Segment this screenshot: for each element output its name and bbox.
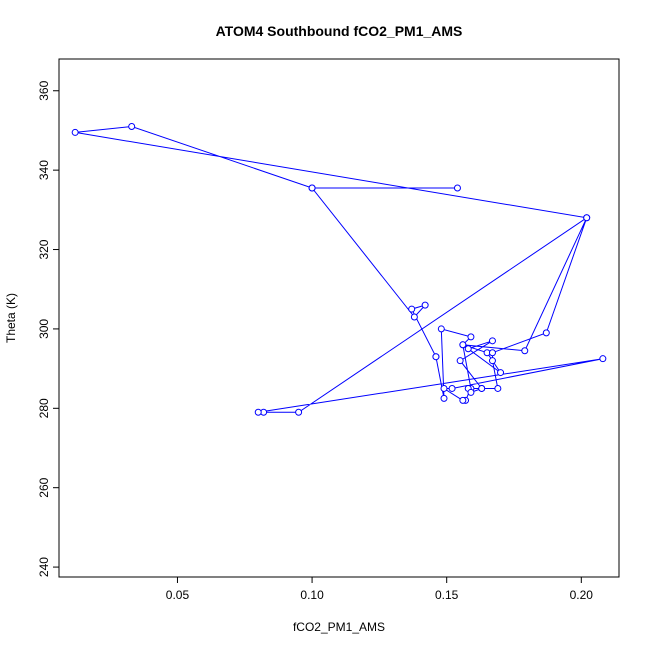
data-point (408, 305, 416, 313)
data-point (459, 341, 467, 349)
data-point (497, 369, 505, 377)
data-point (583, 214, 591, 222)
data-point (488, 349, 496, 357)
y-tick-label: 280 (37, 398, 51, 418)
data-point (467, 388, 475, 396)
chart-title: ATOM4 Southbound fCO2_PM1_AMS (216, 23, 463, 39)
data-point (71, 128, 79, 136)
y-axis-label: Theta (K) (4, 293, 18, 343)
data-point (128, 122, 136, 130)
y-tick-label: 300 (37, 319, 51, 339)
data-point (542, 329, 550, 337)
data-point (437, 325, 445, 333)
series-line (75, 125, 603, 413)
y-tick-label: 320 (37, 239, 51, 259)
x-axis-label: fCO2_PM1_AMS (293, 620, 385, 634)
data-point (432, 353, 440, 361)
data-point (599, 355, 607, 363)
data-point (488, 357, 496, 365)
y-tick-label: 340 (37, 160, 51, 180)
data-point (254, 408, 262, 416)
y-tick-label: 360 (37, 80, 51, 100)
data-point (453, 184, 461, 192)
x-tick-label: 0.15 (435, 588, 459, 602)
data-point (464, 345, 472, 353)
data-point (421, 301, 429, 309)
data-point (494, 384, 502, 392)
data-point (521, 347, 529, 355)
series (71, 122, 607, 416)
data-point (295, 408, 303, 416)
y-tick-label: 240 (37, 557, 51, 577)
data-point (440, 384, 448, 392)
data-point (308, 184, 316, 192)
data-point (440, 394, 448, 402)
data-point (459, 396, 467, 404)
y-axis: 240 260 280 300 320 340 360 (37, 80, 59, 577)
x-tick-label: 0.10 (300, 588, 324, 602)
x-tick-label: 0.05 (166, 588, 190, 602)
y-tick-label: 260 (37, 477, 51, 497)
data-point (448, 384, 456, 392)
data-point (488, 337, 496, 345)
data-point (410, 313, 418, 321)
data-point (467, 333, 475, 341)
x-axis: 0.05 0.10 0.15 0.20 (166, 577, 594, 602)
x-tick-label: 0.20 (570, 588, 594, 602)
plot-area (58, 58, 620, 578)
data-point (478, 384, 486, 392)
data-point (456, 357, 464, 365)
